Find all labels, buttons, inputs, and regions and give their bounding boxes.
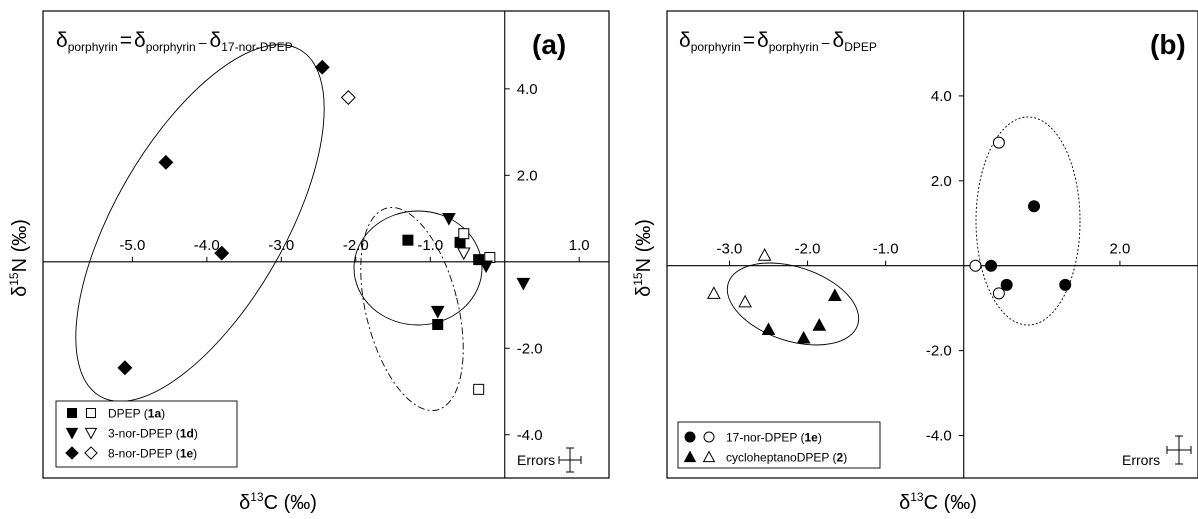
data-point-cycloheptanodpep-filled [812, 318, 827, 331]
data-point-cycloheptanodpep-open [757, 248, 772, 261]
formula-a: δporphyrin=δporphyrin – δ17-nor-DPEP [56, 29, 293, 54]
y-tick-label: 2.0 [931, 173, 952, 190]
data-point-17-nor-dpep-open [969, 259, 982, 272]
legend-label: 17-nor-DPEP (1e) [726, 431, 822, 445]
error-bar-icon [558, 447, 582, 473]
y-tick-label: 4.0 [931, 88, 952, 105]
y-tick-label: 4.0 [517, 81, 538, 98]
x-tick-label: 1.0 [569, 237, 590, 254]
x-tick-label: -3.0 [268, 237, 294, 254]
legend-marker-filled [684, 431, 696, 443]
data-point-dpep-open [473, 383, 485, 395]
data-point-cycloheptanodpep-open [738, 294, 752, 308]
legend-marker-open [84, 446, 98, 460]
data-point-8-nor-dpep-filled [314, 59, 330, 75]
plot-frame-a [42, 10, 610, 479]
data-points-b [707, 136, 1072, 344]
panel-b: δporphyrin=δporphyrin – δDPEP (b) -3.0 -2.0… [631, 10, 1198, 514]
x-tick-label: -1.0 [417, 237, 443, 254]
legend-label: 3-nor-DPEP (1d) [108, 427, 198, 441]
data-point-17-nor-dpep-filled [1059, 278, 1072, 291]
legend-marker-filled [65, 427, 79, 440]
panel-label-b: (b) [1150, 29, 1186, 60]
legend-marker-open [86, 408, 96, 418]
legend-b: 17-nor-DPEP (1e) cycloheptanoDPEP (2) [683, 431, 847, 465]
group-ellipse-cyclo [726, 262, 860, 346]
errors-label-a: Errors [517, 452, 555, 468]
x-tick-label: -1.0 [873, 241, 899, 258]
x-tick-label: -4.0 [194, 237, 220, 254]
data-point-3-nor-dpep-open [456, 247, 471, 261]
x-tick-label: 2.0 [1109, 241, 1130, 258]
errors-label-b: Errors [1122, 452, 1160, 468]
data-point-3-nor-dpep-filled [516, 277, 531, 291]
legend-marker-filled [65, 446, 79, 460]
plot-frame-b [666, 10, 1198, 479]
group-ellipse-dpep-solid [353, 210, 483, 326]
legend-a: DPEP (1a) 3-nor-DPEP (1d) 8-nor-DPEP (1e) [65, 407, 198, 461]
data-point-3-nor-dpep-filled [442, 212, 456, 226]
data-point-cycloheptanodpep-filled [828, 288, 842, 302]
data-point-cycloheptanodpep-open [707, 286, 721, 299]
legend-marker-filled [67, 408, 77, 418]
axes-b: -3.0 -2.0 -1.0 2.0 4.0 2.0 -2.0 -4.0 [667, 11, 1198, 478]
legend-marker-open [702, 450, 716, 463]
x-axis-title-a: δ13C (‰) [239, 490, 317, 514]
data-point-8-nor-dpep-filled [117, 360, 133, 376]
x-tick-label: -5.0 [119, 237, 145, 254]
y-tick-label: -4.0 [517, 427, 543, 444]
y-tick-label: -4.0 [926, 428, 952, 445]
group-ellipse-dpep-dashed [360, 207, 464, 411]
legend-label: cycloheptanoDPEP (2) [726, 451, 847, 465]
data-point-8-nor-dpep-open [340, 90, 356, 105]
x-tick-label: -2.0 [343, 237, 369, 254]
legend-marker-open [703, 431, 715, 443]
legend-label: DPEP (1a) [108, 407, 165, 421]
formula-b: δporphyrin=δporphyrin – δDPEP [679, 29, 877, 54]
x-tick-label: -2.0 [795, 241, 821, 258]
x-axis-title-b: δ13C (‰) [899, 490, 977, 514]
y-axis-title-b: δ15N (‰) [631, 219, 655, 297]
legend-marker-filled [683, 450, 697, 463]
data-points-a [117, 59, 531, 395]
y-tick-label: -2.0 [517, 340, 543, 357]
legend-marker-open [84, 427, 98, 440]
data-point-cycloheptanodpep-filled [796, 330, 811, 344]
y-axis-title-a: δ15N (‰) [7, 219, 31, 297]
axes-a: -5.0 -4.0 -3.0 -2.0 -1.0 1.0 4.0 2.0 -2.0 -4.0 [43, 11, 609, 478]
data-point-17-nor-dpep-filled [985, 259, 998, 272]
x-tick-label: -3.0 [717, 241, 743, 258]
data-point-3-nor-dpep-filled [430, 305, 445, 319]
data-point-dpep-filled [473, 254, 485, 266]
panel-label-a: (a) [532, 29, 566, 60]
data-point-17-nor-dpep-filled [1028, 200, 1041, 213]
data-point-17-nor-dpep-open [992, 287, 1005, 300]
data-point-cycloheptanodpep-filled [761, 322, 776, 336]
legend-label: 8-nor-DPEP (1e) [108, 447, 197, 461]
y-tick-label: 2.0 [517, 167, 538, 184]
data-point-dpep-filled [402, 234, 414, 246]
error-bar-icon [1166, 435, 1192, 465]
y-tick-label: -2.0 [926, 343, 952, 360]
group-ellipse-nor-dpep [75, 44, 325, 402]
data-point-3-nor-dpep-filled [479, 260, 493, 274]
data-point-8-nor-dpep-filled [158, 154, 174, 170]
data-point-dpep-open [458, 228, 470, 240]
panel-a: δporphyrin=δporphyrin – δ17-nor-DPEP (a) -… [7, 10, 610, 514]
data-point-17-nor-dpep-filled [1000, 278, 1013, 291]
data-point-17-nor-dpep-open [992, 136, 1005, 149]
data-point-dpep-filled [432, 318, 444, 330]
data-point-8-nor-dpep-filled [214, 245, 230, 261]
group-ellipse-17nor [975, 116, 1081, 326]
